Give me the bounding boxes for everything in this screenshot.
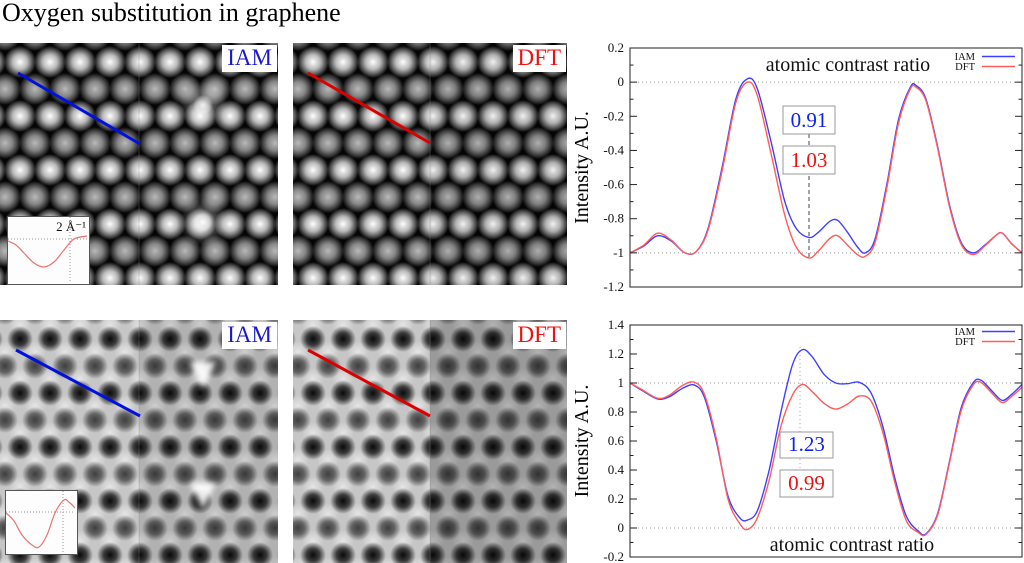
y-tick-label: 1 (618, 375, 625, 390)
legend-label-iam: IAM (955, 52, 976, 63)
y-tick-label: -0.4 (603, 142, 624, 157)
line-chart: 1.4 1.2 1 0.8 0.6 0.4 0.2 0 -0.2 Intensity A.U. at… (571, 317, 1023, 563)
chart-bf-profile: 1.4 1.2 1 0.8 0.6 0.4 0.2 0 -0.2 Intensity A.U. at… (571, 316, 1024, 563)
y-tick-label: 0 (618, 520, 625, 535)
legend-label-dft: DFT (955, 337, 975, 348)
annotation-box (779, 469, 834, 498)
chart-adf-profile: 0.2 0 -0.2 -0.4 -0.6 -0.8 -1 -1.2 Intensity A.U.… (571, 40, 1024, 300)
annotation-box (782, 145, 836, 175)
y-tick-label: -0.2 (603, 549, 624, 563)
ctf-inset-scale-label: 2 Å⁻¹ (56, 219, 86, 234)
chart-title: atomic contrast ratio (770, 534, 934, 556)
ctf-curve-bf (6, 491, 75, 552)
y-axis-label: Intensity A.U. (572, 385, 593, 498)
panel-label-dft: DFT (512, 322, 566, 349)
ctf-inset-adf: 2 Å⁻¹ (7, 216, 90, 285)
y-tick-label: -0.8 (603, 211, 624, 226)
y-tick-label: -0.6 (603, 177, 624, 192)
contrast-ratio-value: 0.91 (791, 108, 828, 132)
right-half-contrast-overlay (139, 320, 278, 563)
panel-label-iam: IAM (222, 45, 277, 72)
curve-dft (629, 380, 1023, 537)
y-tick-label: -1 (613, 245, 624, 260)
right-half-contrast-overlay (430, 43, 567, 285)
ctf-inset-bf (5, 490, 78, 555)
curve-iam (629, 348, 1023, 536)
contrast-ratio-value: 0.99 (788, 471, 825, 495)
defect-triangle-spot (190, 362, 216, 388)
legend-label-dft: DFT (955, 62, 975, 73)
line-chart: 0.2 0 -0.2 -0.4 -0.6 -0.8 -1 -1.2 Intensity A.U.… (571, 40, 1023, 294)
profile-line (15, 348, 141, 418)
panel-bf-dft: DFT (293, 320, 567, 563)
y-tick-label: 1.2 (608, 346, 624, 361)
profile-line (307, 71, 431, 145)
y-tick-label: 0.2 (608, 42, 624, 55)
defect-triangle-spot (190, 483, 216, 509)
y-tick-label: -1.2 (603, 279, 624, 294)
profile-line (17, 71, 141, 146)
ctf-curve-adf (8, 217, 87, 282)
chart-title: atomic contrast ratio (766, 54, 930, 76)
panel-adf-dft: DFT (293, 43, 567, 285)
panel-adf-iam: IAM 2 Å⁻¹ (0, 43, 278, 285)
curve-dft (629, 81, 1023, 259)
atom-lattice-image (293, 43, 567, 285)
panel-bf-iam: IAM (0, 320, 278, 563)
y-tick-label: 1.4 (608, 317, 625, 332)
y-tick-label: 0.8 (608, 404, 624, 419)
right-half-contrast-overlay (430, 320, 567, 563)
page-title: Oxygen substitution in graphene (2, 0, 341, 27)
atom-lattice-image (293, 320, 567, 563)
annotation-box (779, 431, 834, 459)
contrast-ratio-value: 1.03 (791, 148, 828, 172)
y-tick-label: 0.6 (608, 433, 625, 448)
panel-label-dft: DFT (512, 45, 566, 72)
y-tick-label: -0.2 (603, 108, 624, 123)
legend-label-iam: IAM (955, 327, 976, 338)
contrast-ratio-value: 1.23 (788, 432, 825, 456)
y-tick-label: 0.2 (608, 491, 624, 506)
panel-label-iam: IAM (222, 322, 277, 349)
y-axis-label: Intensity A.U. (572, 111, 593, 224)
profile-line (307, 348, 431, 418)
annotation-box (782, 105, 836, 135)
y-tick-label: 0 (618, 74, 625, 89)
y-tick-label: 0.4 (608, 462, 625, 477)
